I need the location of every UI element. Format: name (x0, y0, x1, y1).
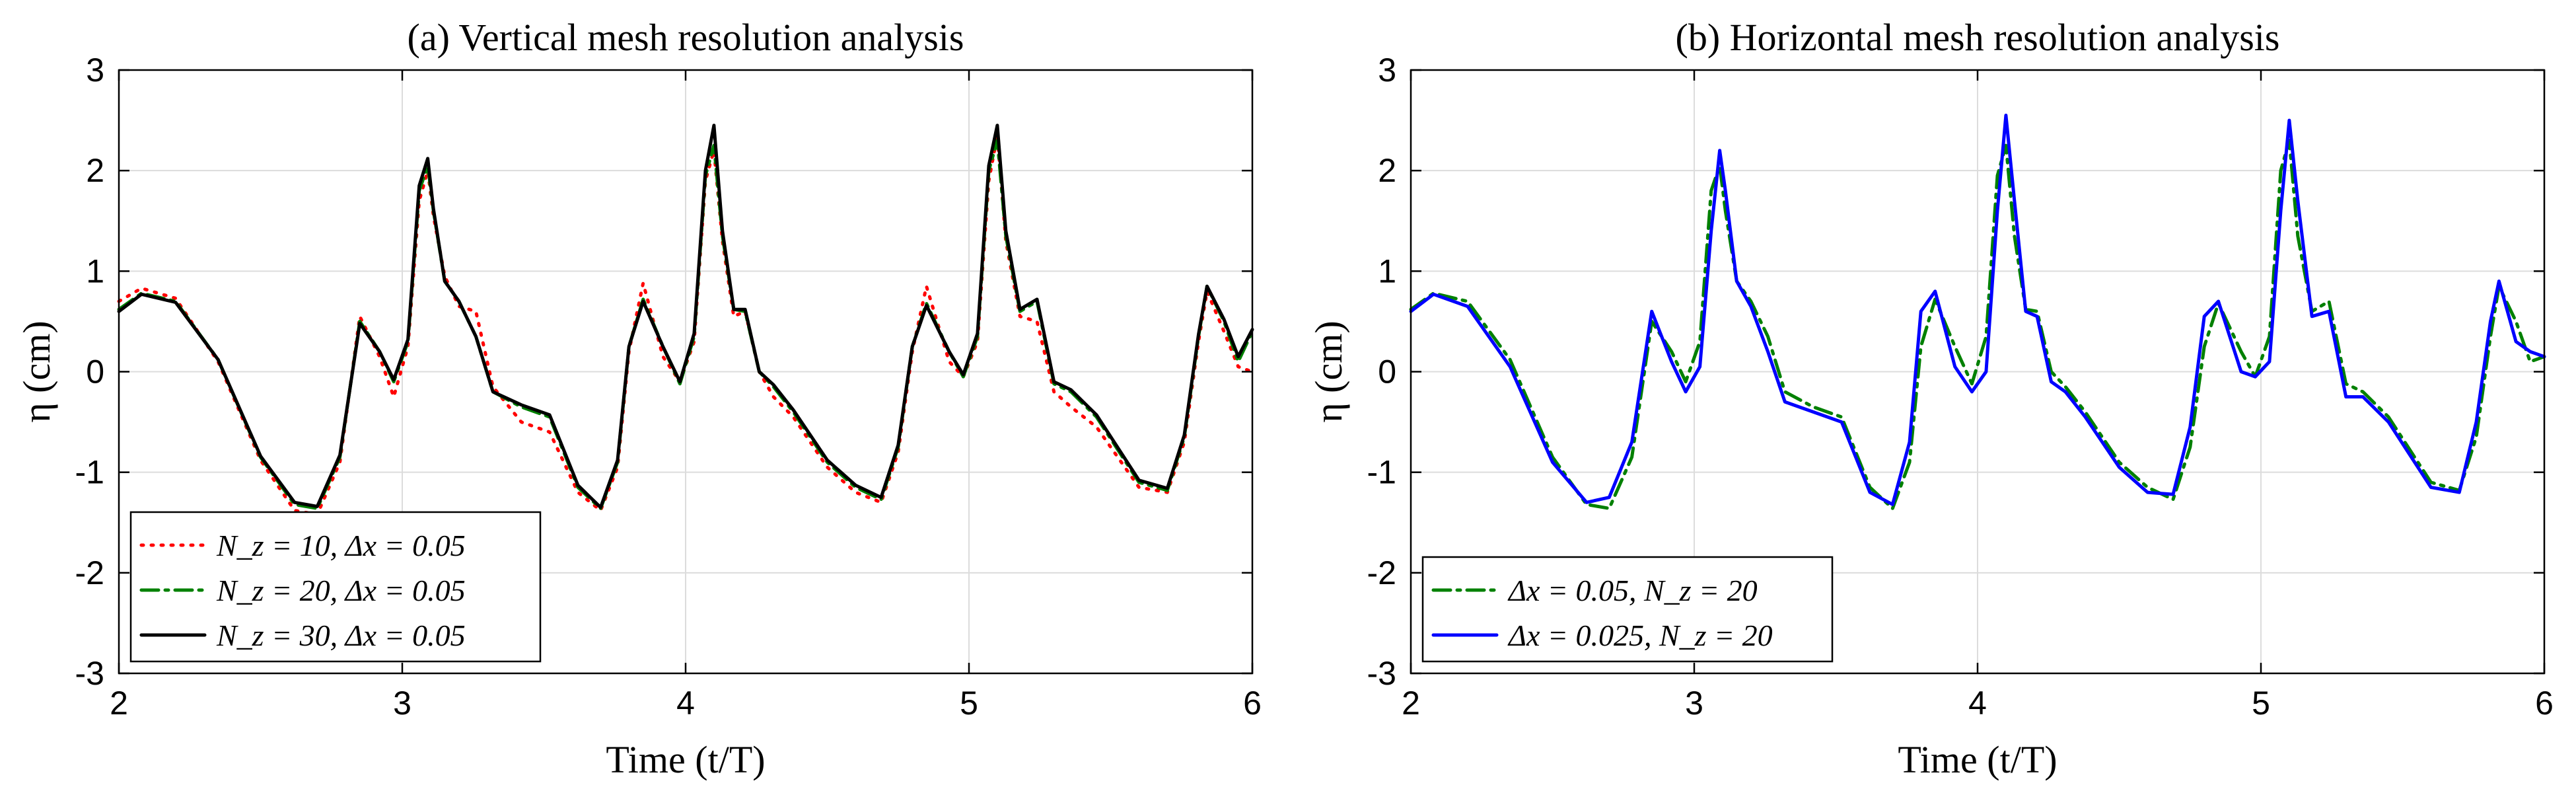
chart-b-legend-label-1: Δx = 0.025, N_z = 20 (1507, 619, 1773, 652)
chart-b-y-label: η (cm) (1307, 320, 1350, 422)
chart-b-y-tick-label-1: 2 (1378, 152, 1396, 189)
chart-b-x-label: Time (t/T) (1898, 738, 2057, 781)
chart-a-series-n-z-30-x-0-05 (117, 124, 1254, 509)
chart-b-y-tick-label-0: 3 (1378, 52, 1396, 89)
chart-b-y-tick-label-6: -3 (1367, 655, 1396, 692)
chart-a-legend-label-1: N_z = 20, Δx = 0.05 (216, 574, 466, 607)
chart-a-y-tick-label-3: 0 (86, 354, 104, 391)
chart-a-x-tick-label-4: 6 (1243, 685, 1262, 722)
chart-a-x-label: Time (t/T) (606, 738, 765, 781)
chart-b-series-x-0-025-n-z-20 (1409, 114, 2546, 506)
chart-b-y-tick-label-5: -2 (1367, 554, 1396, 591)
chart-b-y-tick-label-2: 1 (1378, 252, 1396, 289)
chart-a-x-tick-label-1: 3 (393, 685, 411, 722)
chart-b-x-tick-label-1: 3 (1685, 685, 1703, 722)
chart-a-legend-label-0: N_z = 10, Δx = 0.05 (216, 529, 466, 562)
chart-a-y-tick-label-6: -3 (75, 655, 104, 692)
chart-a-x-tick-label-0: 2 (110, 685, 128, 722)
chart-a-x-tick-label-3: 5 (960, 685, 978, 722)
chart-b-x-tick-label-3: 5 (2252, 685, 2270, 722)
chart-b-x-tick-label-0: 2 (1402, 685, 1420, 722)
chart-a-y-tick-label-0: 3 (86, 52, 104, 89)
chart-panel-b: 2 3 4 5 6 3 2 1 0 -1 -2 -3 (b) Horizontal mesh resol… (1307, 16, 2554, 781)
chart-panel-a: 2 3 4 5 6 3 2 1 0 -1 -2 -3 (a) Vertical mesh resolut… (15, 16, 1262, 781)
chart-a-y-tick-label-2: 1 (86, 252, 104, 289)
chart-a-legend-label-2: N_z = 30, Δx = 0.05 (216, 619, 466, 652)
chart-a-x-tick-label-2: 4 (676, 685, 695, 722)
chart-a-title: (a) Vertical mesh resolution analysis (408, 16, 964, 59)
chart-b-y-tick-label-4: -1 (1367, 454, 1396, 491)
chart-a-y-label: η (cm) (15, 320, 58, 422)
chart-a-y-tick-label-1: 2 (86, 152, 104, 189)
chart-b-x-tick-label-4: 6 (2535, 685, 2554, 722)
chart-a-y-tick-label-4: -1 (75, 454, 104, 491)
chart-b-x-tick-label-2: 4 (1968, 685, 1987, 722)
chart-b-legend-label-0: Δx = 0.05, N_z = 20 (1507, 574, 1758, 607)
chart-b-legend (1421, 556, 1834, 663)
chart-b-title: (b) Horizontal mesh resolution analysis (1676, 16, 2280, 59)
chart-b-y-tick-label-3: 0 (1378, 354, 1396, 391)
chart-b-series-x-0-05-n-z-20 (1409, 139, 2546, 510)
chart-a-y-tick-label-5: -2 (75, 554, 104, 591)
